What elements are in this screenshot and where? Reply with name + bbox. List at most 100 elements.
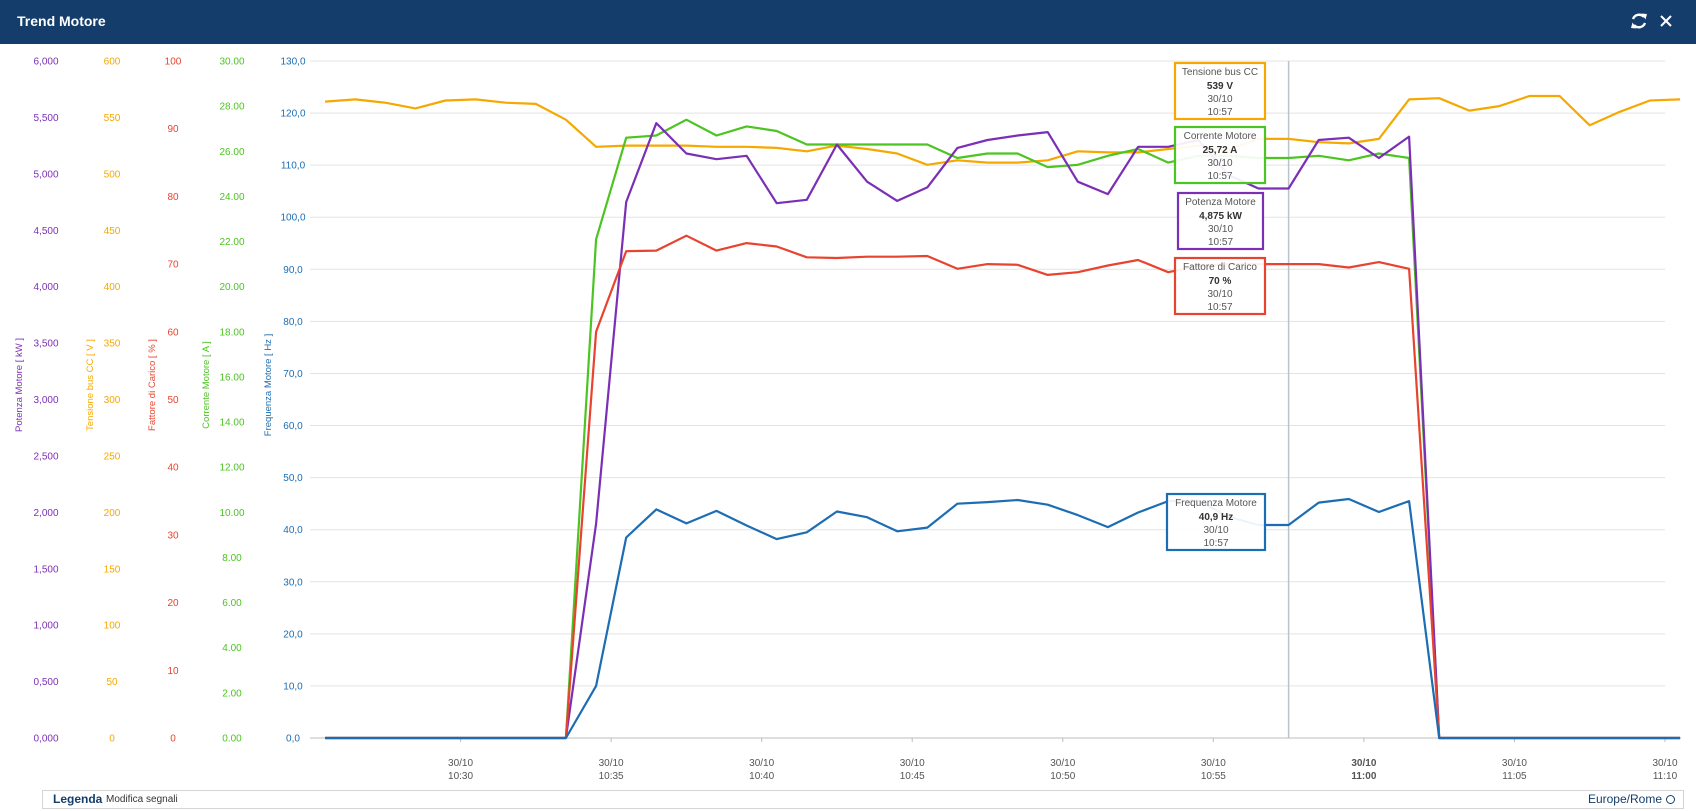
tooltip-box (1165, 492, 1267, 552)
tooltip-date: 30/10 (1208, 224, 1233, 235)
y-tick-label: 28.00 (219, 102, 244, 113)
y-tick-label: 200 (104, 508, 121, 519)
y-tick-label: 80 (167, 192, 179, 203)
series-line (325, 118, 1681, 740)
y-tick-label: 100 (104, 621, 121, 632)
x-tick-label: 11:10 (1653, 771, 1678, 782)
clock-icon (1666, 795, 1675, 804)
x-tick-label: 10:35 (599, 771, 624, 782)
timezone-selector[interactable]: Europe/Rome (1588, 792, 1675, 806)
y-tick-label: 2,500 (33, 451, 58, 462)
x-tick-label: 30/10 (1652, 758, 1677, 769)
y-tick-label: 70,0 (283, 369, 303, 380)
series-line (325, 121, 1681, 740)
tooltip-title: Fattore di Carico (1183, 262, 1257, 273)
y-tick-label: 150 (104, 564, 121, 575)
y-tick-label: 6.00 (222, 598, 242, 609)
y-tick-label: 40 (167, 463, 179, 474)
tooltip-time: 10:57 (1208, 237, 1233, 248)
tooltip-date: 30/10 (1207, 289, 1232, 300)
close-icon[interactable] (1655, 9, 1677, 33)
tooltip-box (1173, 125, 1267, 185)
x-tick-label: 30/10 (749, 758, 774, 769)
x-tick-label: 30/10 (1050, 758, 1075, 769)
y-tick-label: 10 (167, 666, 179, 677)
window-header: Trend Motore (0, 0, 1696, 44)
y-tick-label: 90,0 (283, 265, 303, 276)
tooltip-box (1173, 61, 1267, 121)
y-axis-title: Potenza Motore [ kW ] (14, 338, 25, 432)
y-tick-label: 10.00 (219, 508, 244, 519)
tooltip-box (1173, 256, 1267, 316)
y-tick-label: 0,500 (33, 677, 58, 688)
x-tick-label: 11:05 (1502, 771, 1527, 782)
tooltip-date: 30/10 (1207, 158, 1232, 169)
tooltip: Fattore di Carico 70 % 30/10 10:57 (1173, 256, 1267, 316)
refresh-icon[interactable] (1628, 9, 1650, 33)
y-tick-label: 24.00 (219, 192, 244, 203)
y-tick-label: 4,500 (33, 226, 58, 237)
y-tick-label: 0 (109, 734, 115, 745)
series-line (325, 497, 1681, 740)
y-tick-label: 0,000 (33, 734, 58, 745)
y-tick-label: 100,0 (280, 213, 305, 224)
y-tick-label: 4.00 (222, 643, 242, 654)
y-tick-label: 0,0 (286, 734, 300, 745)
y-tick-label: 20,0 (283, 629, 303, 640)
tooltip-title: Corrente Motore (1184, 131, 1257, 142)
x-tick-label: 30/10 (1201, 758, 1226, 769)
y-tick-label: 50 (167, 395, 179, 406)
y-tick-label: 130,0 (280, 57, 305, 68)
tooltip: Corrente Motore 25,72 A 30/10 10:57 (1173, 125, 1267, 185)
y-tick-label: 600 (104, 57, 121, 68)
y-tick-label: 2,000 (33, 508, 58, 519)
y-tick-label: 110,0 (281, 161, 306, 172)
y-tick-label: 1,500 (33, 564, 58, 575)
y-tick-label: 400 (104, 282, 121, 293)
tooltip-title: Potenza Motore (1185, 197, 1256, 208)
y-axis-title: Frequenza Motore [ Hz ] (263, 334, 274, 436)
y-tick-label: 5,000 (33, 169, 58, 180)
y-tick-label: 30 (167, 530, 179, 541)
x-tick-label: 30/10 (900, 758, 925, 769)
window-title: Trend Motore (17, 13, 106, 29)
y-tick-label: 16.00 (219, 372, 244, 383)
tooltip: Frequenza Motore 40,9 Hz 30/10 10:57 (1165, 492, 1267, 552)
edit-signals-link[interactable]: Modifica segnali (106, 794, 178, 805)
y-tick-label: 4,000 (33, 282, 58, 293)
tooltip-time: 10:57 (1207, 107, 1232, 118)
tooltip-box (1176, 191, 1265, 251)
y-tick-label: 550 (104, 113, 121, 124)
tooltip-time: 10:57 (1207, 302, 1232, 313)
x-tick-label: 11:00 (1351, 771, 1376, 782)
tooltip-title: Frequenza Motore (1175, 498, 1257, 509)
y-tick-label: 20.00 (219, 282, 244, 293)
x-tick-label: 30/10 (599, 758, 624, 769)
y-tick-label: 300 (104, 395, 121, 406)
y-tick-label: 50 (106, 677, 118, 688)
y-tick-label: 0.00 (222, 734, 242, 745)
y-tick-label: 30.00 (219, 57, 244, 68)
y-tick-label: 6,000 (33, 57, 58, 68)
tooltip-value: 25,72 A (1203, 145, 1238, 156)
y-tick-label: 60 (167, 327, 179, 338)
y-tick-label: 10,0 (283, 681, 303, 692)
x-tick-label: 30/10 (1351, 758, 1376, 769)
y-tick-label: 40,0 (283, 525, 303, 536)
tooltip: Potenza Motore 4,875 kW 30/10 10:57 (1176, 191, 1265, 251)
y-axis-title: Tensione bus CC [ V ] (85, 339, 96, 431)
tooltip-value: 4,875 kW (1199, 211, 1242, 222)
x-tick-label: 10:30 (448, 771, 473, 782)
y-tick-label: 22.00 (219, 237, 244, 248)
y-tick-label: 18.00 (219, 327, 244, 338)
tooltip-time: 10:57 (1203, 538, 1228, 549)
tooltip-title: Tensione bus CC (1182, 67, 1258, 78)
y-tick-label: 100 (165, 57, 182, 68)
y-tick-label: 250 (104, 451, 121, 462)
trend-chart[interactable]: 0,0000,5001,0001,5002,0002,5003,0003,500… (0, 44, 1696, 786)
y-tick-label: 8.00 (222, 553, 242, 564)
legend-label[interactable]: Legenda (53, 792, 103, 806)
y-tick-label: 20 (167, 598, 179, 609)
x-tick-label: 10:55 (1201, 771, 1226, 782)
tooltip-date: 30/10 (1207, 94, 1232, 105)
